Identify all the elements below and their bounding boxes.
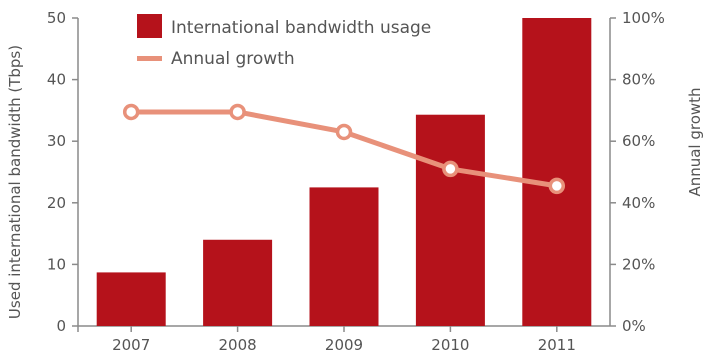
growth-line bbox=[128, 109, 560, 189]
bars-group bbox=[96, 18, 592, 326]
x-tick-label: 2011 bbox=[538, 336, 576, 354]
bar bbox=[522, 18, 592, 326]
y-right-tick-label: 0% bbox=[622, 317, 646, 335]
growth-point bbox=[229, 103, 246, 121]
ticks-group: 0 10 20 30 40 50 0% 20% 40% 60% 80% 100% 2007 2008 200… bbox=[47, 9, 665, 354]
y-right-tick-label: 60% bbox=[622, 132, 655, 150]
y-left-tick-label: 30 bbox=[47, 132, 66, 150]
y-left-tick-label: 50 bbox=[47, 9, 66, 27]
x-tick-label: 2009 bbox=[325, 336, 363, 354]
growth-line-group bbox=[122, 103, 566, 195]
y-left-tick-label: 20 bbox=[47, 194, 66, 212]
x-tick-label: 2007 bbox=[112, 336, 150, 354]
y-right-tick-label: 100% bbox=[622, 9, 665, 27]
legend-swatch-bandwidth bbox=[137, 14, 162, 38]
bar bbox=[96, 272, 166, 326]
y-left-tick-label: 0 bbox=[56, 317, 66, 335]
y-right-tick-label: 40% bbox=[622, 194, 655, 212]
legend-label-bandwidth: International bandwidth usage bbox=[171, 18, 431, 38]
y-left-tick-label: 40 bbox=[47, 71, 66, 89]
y-axis-left-title: Used international bandwidth (Tbps) bbox=[6, 45, 24, 319]
y-left-tick-label: 10 bbox=[47, 255, 66, 273]
bar bbox=[203, 239, 273, 326]
x-tick-label: 2008 bbox=[219, 336, 257, 354]
growth-point bbox=[122, 103, 140, 121]
y-right-tick-label: 20% bbox=[622, 255, 655, 273]
y-axis-right-title: Annual growth bbox=[686, 87, 704, 196]
growth-point bbox=[548, 177, 566, 195]
growth-point bbox=[442, 160, 459, 178]
bar bbox=[415, 114, 485, 326]
growth-point bbox=[335, 123, 353, 141]
legend-swatch-growth bbox=[137, 56, 162, 61]
y-right-tick-label: 80% bbox=[622, 71, 655, 89]
bar bbox=[309, 187, 379, 326]
legend: International bandwidth usage Annual gro… bbox=[137, 14, 431, 69]
x-tick-label: 2010 bbox=[431, 336, 469, 354]
legend-label-growth: Annual growth bbox=[171, 49, 295, 69]
